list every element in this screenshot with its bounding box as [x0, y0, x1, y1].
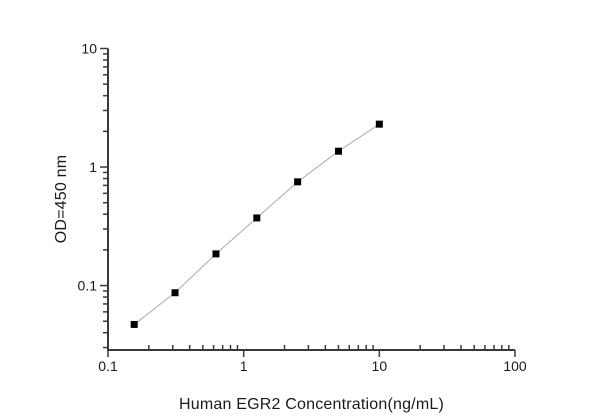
- data-points: [130, 120, 383, 328]
- y-axis-title: OD=450 nm: [53, 154, 70, 244]
- y-tick-labels: 0.1 1 10: [78, 41, 98, 294]
- svg-text:10: 10: [372, 358, 388, 374]
- svg-text:1: 1: [89, 159, 97, 175]
- x-axis: [107, 345, 516, 357]
- x-axis-title: Human EGR2 Concentration(ng/mL): [179, 396, 444, 413]
- data-line: [133, 123, 380, 325]
- x-tick-labels: 0.1 1 10 100: [98, 358, 527, 374]
- svg-text:1: 1: [240, 358, 248, 374]
- svg-text:100: 100: [503, 358, 527, 374]
- svg-text:0.1: 0.1: [98, 358, 118, 374]
- svg-text:10: 10: [81, 41, 97, 57]
- y-axis: [100, 47, 109, 351]
- svg-text:0.1: 0.1: [78, 278, 98, 294]
